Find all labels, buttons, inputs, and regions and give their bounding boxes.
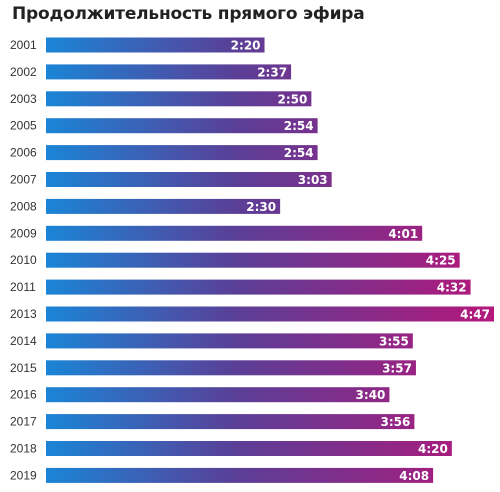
bar-value-label: 3:40 <box>356 388 386 402</box>
bar-value-label: 3:55 <box>379 334 409 348</box>
bar <box>46 64 292 80</box>
bar-value-label: 2:54 <box>284 146 314 160</box>
bar <box>46 306 494 322</box>
year-label: 2017 <box>10 415 37 429</box>
bar-value-label: 4:25 <box>426 254 456 268</box>
year-label: 2007 <box>10 173 37 187</box>
bar <box>46 172 332 187</box>
year-label: 2010 <box>10 253 37 267</box>
bar <box>46 414 415 430</box>
chart-title: Продолжительность прямого эфира <box>12 4 365 24</box>
bar-value-label: 2:37 <box>257 65 287 79</box>
year-label: 2009 <box>10 226 37 240</box>
bar-value-label: 4:47 <box>460 308 490 322</box>
bar-value-label: 3:57 <box>382 361 412 375</box>
bar <box>46 441 452 456</box>
year-label: 2018 <box>10 442 37 456</box>
bar <box>46 198 281 214</box>
year-label: 2002 <box>10 65 37 79</box>
bar <box>46 225 423 241</box>
bar-value-label: 4:20 <box>418 442 448 456</box>
year-label: 2001 <box>10 38 37 52</box>
bar-value-label: 4:01 <box>388 227 418 241</box>
bar <box>46 279 471 295</box>
year-label: 2005 <box>10 119 37 133</box>
bar <box>46 145 318 161</box>
bar-value-label: 2:54 <box>284 119 314 133</box>
year-label: 2011 <box>10 280 36 294</box>
bar <box>46 37 265 53</box>
bar-value-label: 2:20 <box>231 39 261 53</box>
bar <box>46 467 434 483</box>
bar <box>46 387 390 403</box>
bar-value-label: 2:50 <box>278 92 308 106</box>
bar-value-label: 4:32 <box>437 281 467 295</box>
year-label: 2014 <box>10 334 37 348</box>
year-label: 2015 <box>10 361 37 375</box>
bar-value-label: 2:30 <box>246 200 276 214</box>
bar <box>46 333 413 349</box>
year-label: 2016 <box>10 388 37 402</box>
bar <box>46 91 312 107</box>
year-label: 2003 <box>10 92 37 106</box>
year-label: 2006 <box>10 146 37 160</box>
year-label: 2013 <box>10 307 37 321</box>
bar <box>46 252 460 268</box>
bar-value-label: 3:03 <box>298 173 328 187</box>
year-label: 2008 <box>10 199 37 213</box>
bar-value-label: 4:08 <box>399 469 429 483</box>
bar <box>46 118 318 134</box>
bar <box>46 360 416 376</box>
year-label: 2019 <box>10 468 37 482</box>
bar-value-label: 3:56 <box>381 415 411 429</box>
